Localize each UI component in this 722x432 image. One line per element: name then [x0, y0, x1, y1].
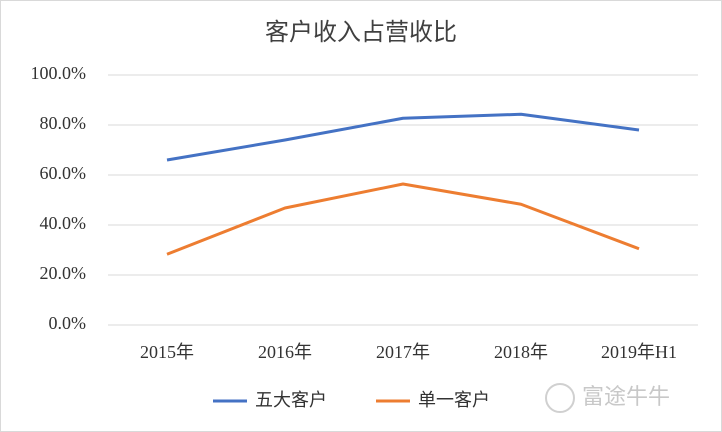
- legend-label: 单一客户: [418, 390, 490, 411]
- y-tick-label: 0.0%: [49, 313, 87, 333]
- y-tick-label: 60.0%: [40, 163, 87, 183]
- x-tick-label: 2017年: [376, 342, 430, 362]
- series-line: [166, 112, 640, 162]
- x-tick-label: 2018年: [494, 342, 548, 362]
- watermark: 富途牛牛: [545, 383, 670, 413]
- x-tick-label: 2019年H1: [601, 342, 677, 362]
- legend-label: 五大客户: [255, 390, 327, 411]
- y-tick-label: 40.0%: [40, 213, 87, 233]
- watermark-text: 富途牛牛: [582, 385, 670, 410]
- x-tick-label: 2015年: [140, 342, 194, 362]
- x-tick-label: 2016年: [258, 342, 312, 362]
- chart-title: 客户收入占营收比: [265, 18, 457, 46]
- y-tick-label: 20.0%: [40, 263, 87, 283]
- y-tick-label: 80.0%: [40, 113, 87, 133]
- watermark-logo: [545, 383, 575, 413]
- series-line: [166, 182, 640, 256]
- y-tick-label: 100.0%: [31, 63, 87, 83]
